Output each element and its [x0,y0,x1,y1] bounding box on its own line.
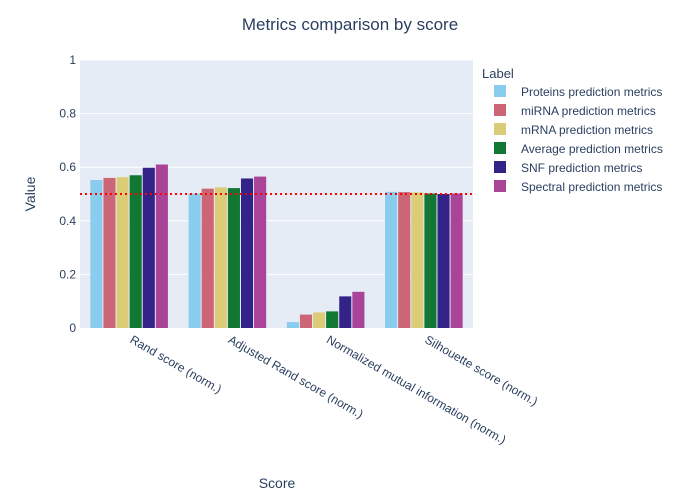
legend-item[interactable]: Spectral prediction metrics [494,180,662,194]
bar[interactable] [326,311,339,328]
legend-swatch [494,142,506,154]
bar[interactable] [116,177,129,328]
bar[interactable] [411,192,424,328]
legend-item[interactable]: mRNA prediction metrics [494,123,653,137]
legend-label: Average prediction metrics [521,142,663,156]
legend-swatch [494,161,506,173]
legend-swatch [494,180,506,192]
y-tick-label: 0 [69,321,76,335]
bar[interactable] [90,180,103,328]
x-tick-label: Rand score (norm.) [128,332,225,396]
x-tick-label: Normalized mutual information (norm.) [324,332,508,446]
bar[interactable] [103,177,116,328]
legend-item[interactable]: miRNA prediction metrics [494,104,656,118]
bar[interactable] [254,176,267,328]
bar[interactable] [313,312,326,328]
y-axis-title: Value [22,176,38,211]
legend-item[interactable]: Average prediction metrics [494,142,663,156]
x-axis-title: Score [259,475,296,491]
bar[interactable] [398,192,411,328]
bar[interactable] [129,175,142,328]
legend-label: Proteins prediction metrics [521,85,662,99]
legend-swatch [494,85,506,97]
bar[interactable] [240,178,254,328]
bar[interactable] [352,291,365,328]
legend-label: Spectral prediction metrics [521,180,662,194]
bar[interactable] [188,193,201,328]
y-tick-labels: 0 0.2 0.4 0.6 0.8 1 [59,53,76,335]
bar[interactable] [299,314,313,328]
bar[interactable] [424,193,437,328]
x-tick-labels: Rand score (norm.) Adjusted Rand score (n… [128,332,541,446]
legend[interactable]: Label Proteins prediction metrics miRNA p… [482,66,663,194]
bar[interactable] [227,188,240,328]
legend-label: SNF prediction metrics [521,161,642,175]
bar[interactable] [155,164,168,328]
bar[interactable] [437,194,450,328]
y-tick-label: 1 [69,53,76,67]
bar[interactable] [286,322,299,328]
bar[interactable] [214,187,227,328]
legend-swatch [494,104,506,116]
y-tick-label: 0.8 [59,107,76,121]
y-tick-label: 0.6 [59,160,76,174]
bar[interactable] [450,193,463,328]
bar[interactable] [339,296,352,328]
bar[interactable] [201,188,214,328]
legend-item[interactable]: Proteins prediction metrics [494,85,662,99]
legend-item[interactable]: SNF prediction metrics [494,161,642,175]
y-tick-label: 0.4 [59,214,76,228]
chart-title: Metrics comparison by score [242,15,458,34]
y-tick-label: 0.2 [59,267,76,281]
bar[interactable] [385,191,398,328]
legend-label: miRNA prediction metrics [521,104,656,118]
bar[interactable] [142,167,155,328]
bars [90,164,463,328]
legend-label: mRNA prediction metrics [521,123,653,137]
legend-swatch [494,123,506,135]
legend-title: Label [482,66,514,81]
